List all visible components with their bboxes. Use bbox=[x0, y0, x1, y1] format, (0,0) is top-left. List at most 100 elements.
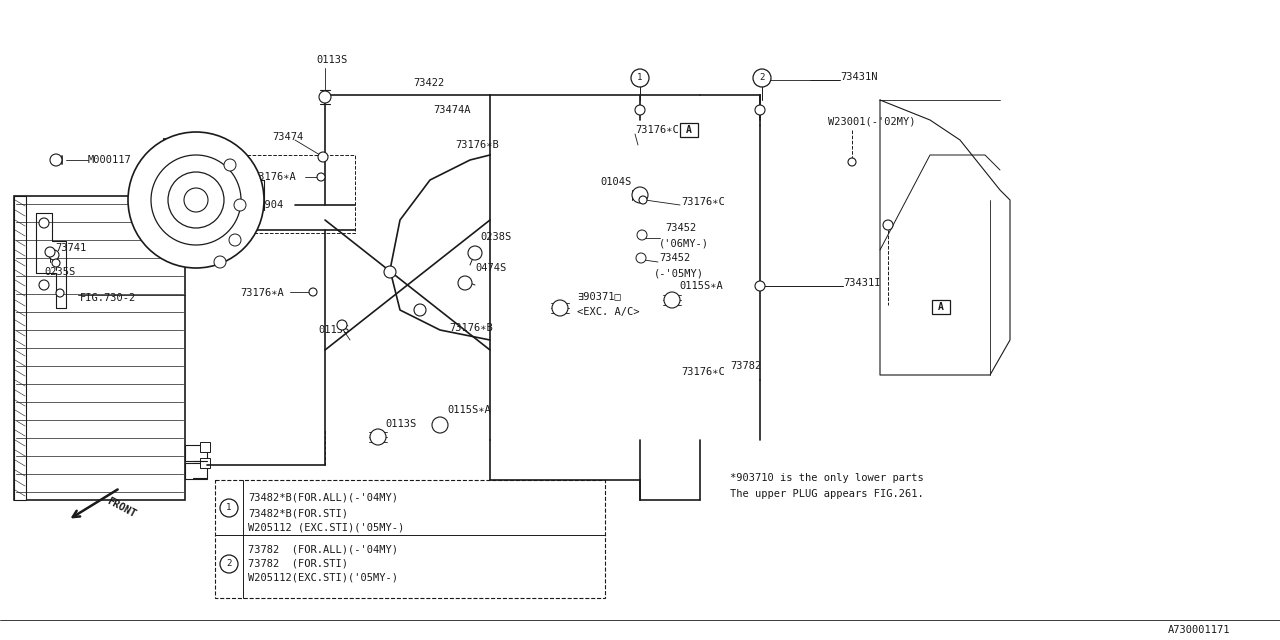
Text: 73782  (FOR.ALL)(-'04MY): 73782 (FOR.ALL)(-'04MY) bbox=[248, 545, 398, 555]
Bar bbox=[680, 123, 698, 137]
Text: 73482*B(FOR.ALL)(-'04MY): 73482*B(FOR.ALL)(-'04MY) bbox=[248, 493, 398, 503]
Text: 81904: 81904 bbox=[252, 200, 283, 210]
Circle shape bbox=[317, 173, 325, 181]
Circle shape bbox=[168, 172, 224, 228]
Circle shape bbox=[632, 187, 648, 203]
Text: The upper PLUG appears FIG.261.: The upper PLUG appears FIG.261. bbox=[730, 489, 924, 499]
Text: 73482*B(FOR.STI): 73482*B(FOR.STI) bbox=[248, 509, 348, 519]
Text: 0474S: 0474S bbox=[475, 263, 507, 273]
Text: 73176∗B: 73176∗B bbox=[449, 323, 493, 333]
Text: 73782: 73782 bbox=[730, 361, 762, 371]
Text: 0238S: 0238S bbox=[480, 232, 511, 242]
Bar bbox=[932, 300, 950, 314]
Circle shape bbox=[49, 250, 59, 260]
Circle shape bbox=[433, 417, 448, 433]
Text: M000117: M000117 bbox=[88, 155, 132, 165]
Circle shape bbox=[337, 320, 347, 330]
Text: A: A bbox=[686, 125, 692, 135]
Bar bbox=[200, 442, 210, 452]
Circle shape bbox=[664, 292, 680, 308]
Text: 73431I: 73431I bbox=[844, 278, 881, 288]
Circle shape bbox=[52, 259, 60, 267]
Circle shape bbox=[370, 429, 387, 445]
Circle shape bbox=[413, 304, 426, 316]
Bar bbox=[247, 155, 355, 233]
Text: 73782  (FOR.STI): 73782 (FOR.STI) bbox=[248, 559, 348, 569]
Text: FRONT: FRONT bbox=[106, 495, 138, 519]
Text: 73176∗C: 73176∗C bbox=[681, 367, 724, 377]
Text: 73474A: 73474A bbox=[433, 105, 471, 115]
Text: FIG.730-2: FIG.730-2 bbox=[79, 293, 136, 303]
Text: W205112 (EXC.STI)('05MY-): W205112 (EXC.STI)('05MY-) bbox=[248, 522, 404, 532]
Text: (-'05MY): (-'05MY) bbox=[654, 268, 704, 278]
Circle shape bbox=[50, 154, 61, 166]
Text: 0115S∗A: 0115S∗A bbox=[447, 405, 490, 415]
Text: 73421: 73421 bbox=[186, 242, 218, 252]
Text: 0113S: 0113S bbox=[316, 55, 347, 65]
Bar bbox=[186, 445, 207, 461]
Circle shape bbox=[883, 220, 893, 230]
Text: 73422: 73422 bbox=[413, 78, 444, 88]
Text: 0235S: 0235S bbox=[44, 267, 76, 277]
Text: 73431N: 73431N bbox=[840, 72, 878, 82]
Circle shape bbox=[458, 276, 472, 290]
Circle shape bbox=[317, 152, 328, 162]
Circle shape bbox=[38, 218, 49, 228]
Text: 1: 1 bbox=[227, 504, 232, 513]
Text: W205112(EXC.STI)('05MY-): W205112(EXC.STI)('05MY-) bbox=[248, 572, 398, 582]
Circle shape bbox=[184, 188, 207, 212]
Text: ('06MY-): ('06MY-) bbox=[659, 239, 709, 249]
Circle shape bbox=[552, 300, 568, 316]
Circle shape bbox=[308, 288, 317, 296]
Bar bbox=[14, 196, 26, 500]
Circle shape bbox=[384, 266, 396, 278]
Text: ∃90371□: ∃90371□ bbox=[577, 291, 621, 301]
Text: 73176∗B: 73176∗B bbox=[454, 140, 499, 150]
Circle shape bbox=[849, 158, 856, 166]
Text: 73474: 73474 bbox=[273, 132, 303, 142]
Text: 73176∗C: 73176∗C bbox=[681, 197, 724, 207]
Circle shape bbox=[631, 69, 649, 87]
Text: 73176∗C: 73176∗C bbox=[635, 125, 678, 135]
Text: 73452: 73452 bbox=[666, 223, 696, 233]
Text: <EXC. A/C>: <EXC. A/C> bbox=[577, 307, 640, 317]
Text: 0113S: 0113S bbox=[317, 325, 349, 335]
Circle shape bbox=[128, 132, 264, 268]
Circle shape bbox=[635, 105, 645, 115]
Text: 73176∗A: 73176∗A bbox=[241, 288, 284, 298]
Text: 0113S: 0113S bbox=[385, 419, 416, 429]
Text: 2: 2 bbox=[227, 559, 232, 568]
Circle shape bbox=[637, 230, 646, 240]
Bar bbox=[14, 196, 186, 500]
Bar bbox=[186, 224, 207, 240]
Text: A: A bbox=[938, 302, 943, 312]
Circle shape bbox=[468, 246, 483, 260]
Circle shape bbox=[220, 499, 238, 517]
Circle shape bbox=[224, 159, 236, 171]
Text: W23001(-'02MY): W23001(-'02MY) bbox=[828, 117, 915, 127]
Text: 73452: 73452 bbox=[659, 253, 690, 263]
Circle shape bbox=[636, 253, 646, 263]
Text: 73741: 73741 bbox=[55, 243, 86, 253]
Text: 2: 2 bbox=[759, 74, 764, 83]
Circle shape bbox=[753, 69, 771, 87]
Circle shape bbox=[234, 199, 246, 211]
Text: 0115S∗A: 0115S∗A bbox=[678, 281, 723, 291]
Text: 73176∗A: 73176∗A bbox=[252, 172, 296, 182]
Text: 0104S: 0104S bbox=[600, 177, 631, 187]
Text: *903710 is the only lower parts: *903710 is the only lower parts bbox=[730, 473, 924, 483]
Circle shape bbox=[319, 91, 332, 103]
Text: FIG.732: FIG.732 bbox=[163, 138, 206, 148]
Circle shape bbox=[229, 234, 241, 246]
Circle shape bbox=[220, 555, 238, 573]
Circle shape bbox=[45, 247, 55, 257]
Circle shape bbox=[755, 105, 765, 115]
Circle shape bbox=[56, 289, 64, 297]
Circle shape bbox=[38, 280, 49, 290]
Text: 1: 1 bbox=[637, 74, 643, 83]
Circle shape bbox=[639, 196, 646, 204]
Circle shape bbox=[755, 281, 765, 291]
Bar bbox=[215, 480, 605, 598]
Bar bbox=[186, 463, 207, 479]
Circle shape bbox=[151, 155, 241, 245]
